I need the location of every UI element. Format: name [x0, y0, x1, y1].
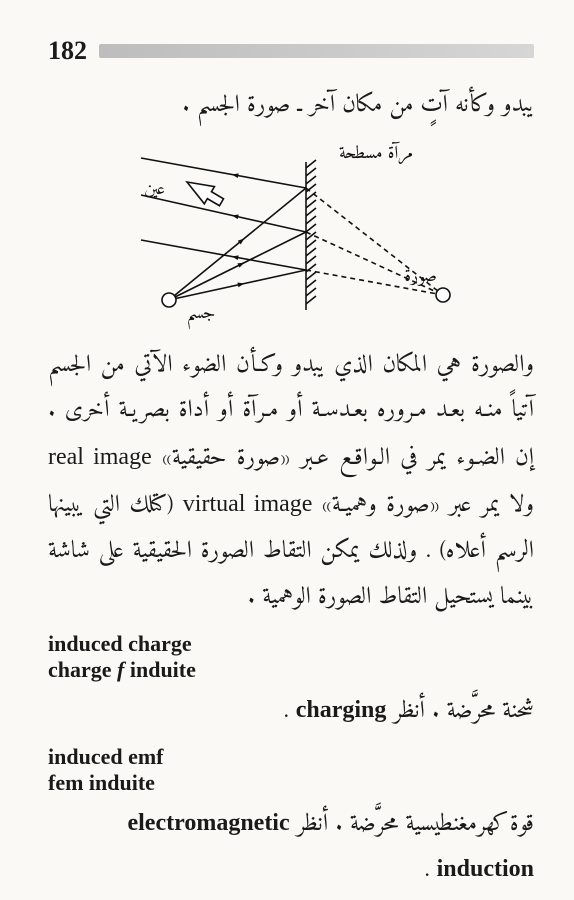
- intro-line: يبدو وكأنه آتٍ من مكان آخر ـ صورة الجسم …: [48, 84, 534, 130]
- entry-fr-0: charge f induite: [48, 657, 534, 683]
- page-header: 182: [48, 36, 534, 66]
- entry-en-1: induced emf: [48, 744, 534, 770]
- svg-text:صورة: صورة: [404, 262, 437, 293]
- page-number: 182: [48, 36, 87, 66]
- entry-en-0: induced charge: [48, 631, 534, 657]
- image-definition-paragraph: والصورة هي المكان الذي يبدو وكـأن الضوء …: [48, 344, 534, 622]
- header-bar: [99, 44, 534, 58]
- term-real-image: real image: [48, 444, 152, 470]
- svg-text:عين: عين: [144, 175, 165, 206]
- entry-def-0: شحنة محرَّضة . أنظر charging .: [48, 689, 534, 734]
- entry-def-1: قوة كهرمغنطيسية محرَّضة . أنظر electroma…: [48, 802, 534, 892]
- mirror-diagram: مرآة مسطحة عين جسم صورة: [101, 140, 481, 330]
- entry-def-latin-1: electromagnetic induction: [127, 810, 534, 881]
- svg-text:جسم: جسم: [187, 299, 216, 330]
- svg-text:مرآة مسطحة: مرآة مسطحة: [339, 140, 413, 170]
- dictionary-entries: induced chargecharge f induite شحنة محرَّ…: [48, 631, 534, 893]
- term-virtual-image: virtual image: [183, 491, 313, 517]
- entry-def-latin-0: charging: [296, 697, 387, 723]
- entry-fr-1: fem induite: [48, 770, 534, 796]
- page: 182 يبدو وكأنه آتٍ من مكان آخر ـ صورة ال…: [0, 0, 574, 900]
